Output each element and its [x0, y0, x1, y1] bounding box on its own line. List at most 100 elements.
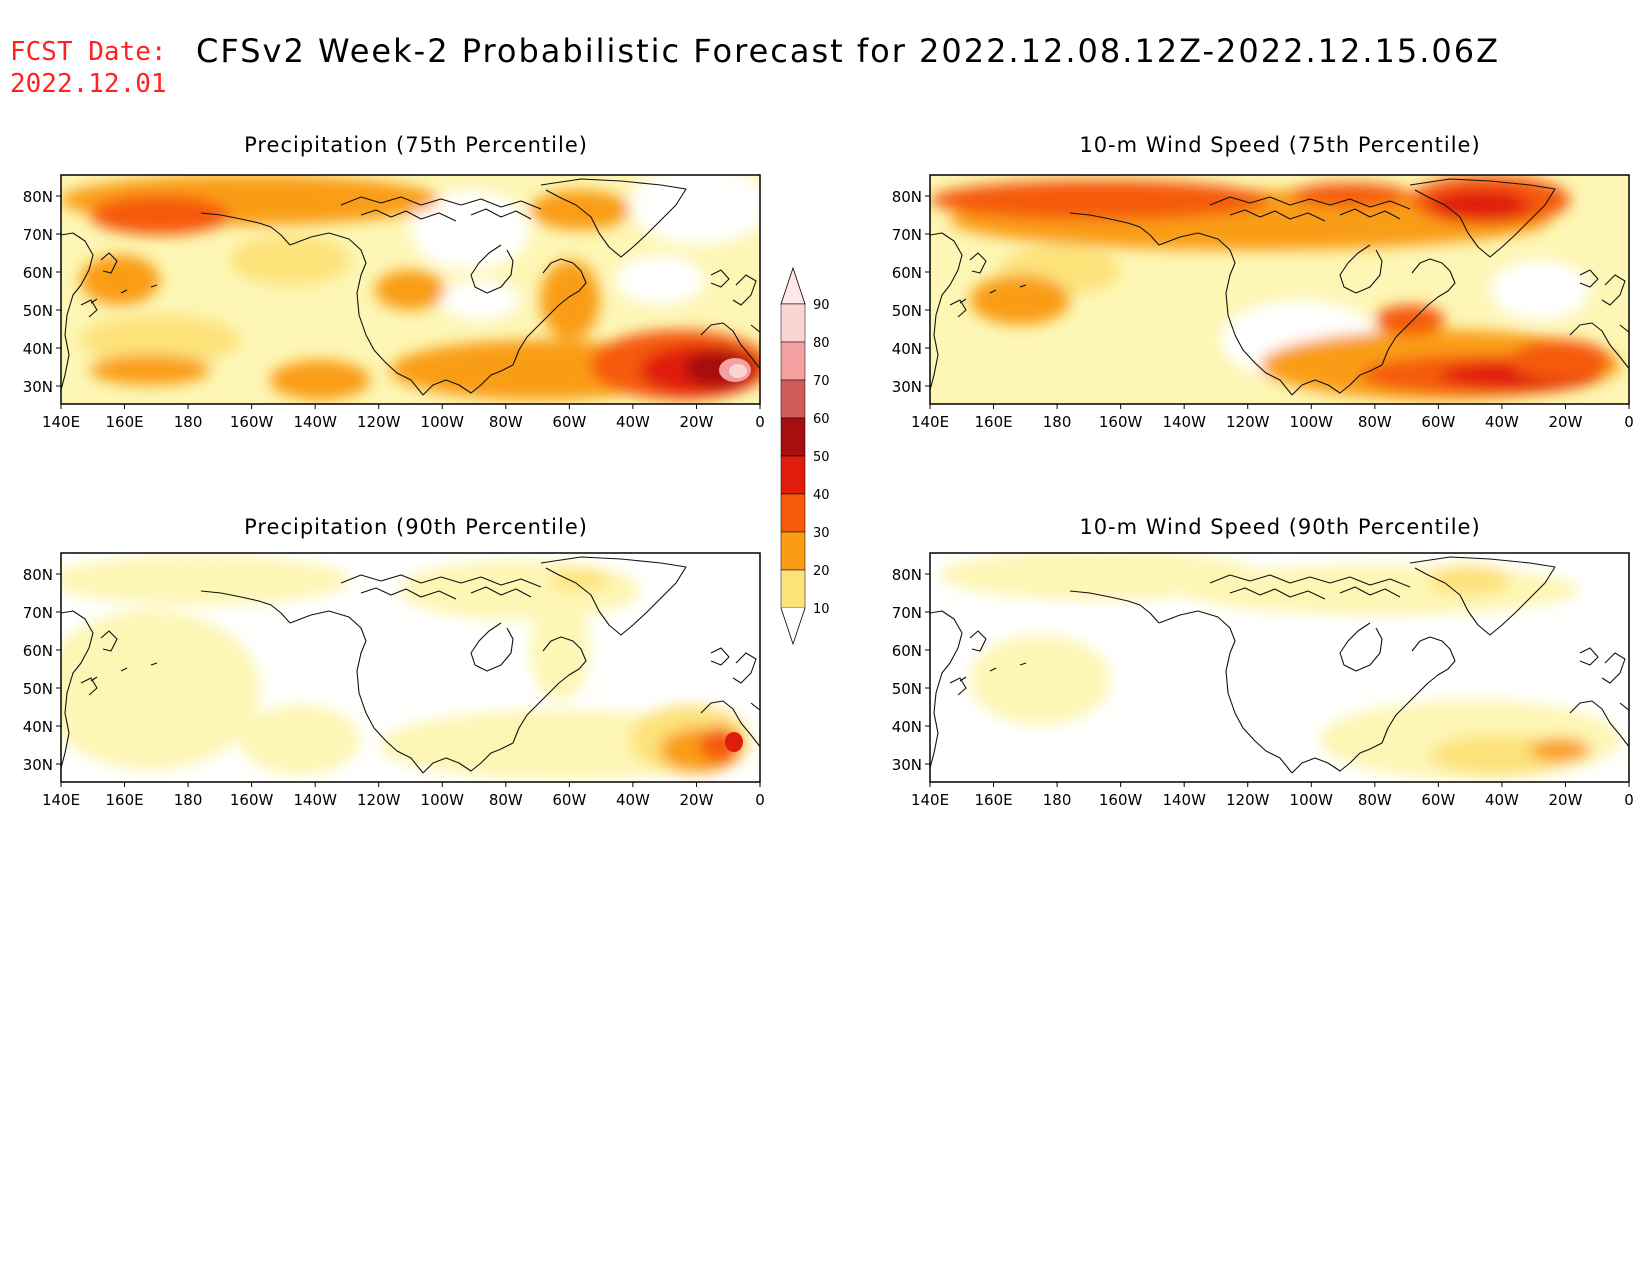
colorbar-tick-label: 40	[813, 488, 830, 503]
lat-tick-label: 80N	[892, 566, 922, 584]
lon-tick-label: 20W	[1548, 413, 1582, 431]
lon-tick-label: 40W	[616, 413, 650, 431]
coastline	[61, 556, 760, 774]
lon-tick-label: 160W	[1099, 413, 1143, 431]
lat-tick-label: 50N	[23, 302, 53, 320]
lon-tick-label: 160E	[105, 791, 143, 809]
lat-tick-label: 40N	[892, 718, 922, 736]
lat-tick-label: 80N	[23, 188, 53, 206]
lon-tick-label: 140W	[1162, 791, 1206, 809]
lon-tick-label: 0	[755, 791, 765, 809]
lat-tick-label: 40N	[23, 340, 53, 358]
lat-tick-label: 30N	[892, 378, 922, 396]
colorbar-tick-label: 70	[813, 374, 830, 389]
colorbar-bin	[780, 493, 806, 533]
lon-tick-label: 60W	[552, 413, 586, 431]
lon-tick-label: 60W	[552, 791, 586, 809]
lat-tick-label: 70N	[23, 604, 53, 622]
lat-tick-label: 30N	[23, 378, 53, 396]
lon-tick-label: 120W	[357, 413, 401, 431]
lat-tick-label: 60N	[23, 264, 53, 282]
lon-tick-label: 140E	[42, 413, 80, 431]
lat-tick-label: 40N	[23, 718, 53, 736]
lat-tick-label: 40N	[892, 340, 922, 358]
lon-tick-label: 160W	[1099, 791, 1143, 809]
colorbar-tick-label: 20	[813, 564, 830, 579]
lon-tick-label: 180	[174, 791, 203, 809]
lat-tick-label: 60N	[892, 642, 922, 660]
lon-tick-label: 80W	[1358, 413, 1392, 431]
lon-tick-label: 180	[1043, 791, 1072, 809]
lon-tick-label: 180	[1043, 413, 1072, 431]
lon-tick-label: 140W	[293, 413, 337, 431]
fcst-date-value: 2022.12.01	[10, 69, 167, 99]
colorbar-tick-label: 50	[813, 450, 830, 465]
colorbar-bin	[780, 379, 806, 419]
lon-tick-label: 140E	[42, 791, 80, 809]
lon-tick-label: 100W	[1290, 413, 1334, 431]
colorbar: 90 80 70 60 50 40 30 20 10	[780, 266, 830, 646]
lon-tick-label: 60W	[1421, 791, 1455, 809]
lon-tick-label: 140W	[293, 791, 337, 809]
lat-tick-label: 30N	[23, 756, 53, 774]
lat-tick-label: 70N	[892, 226, 922, 244]
lat-tick-label: 60N	[23, 642, 53, 660]
lat-tick-label: 50N	[23, 680, 53, 698]
lon-tick-label: 140W	[1162, 413, 1206, 431]
lat-tick-label: 80N	[23, 566, 53, 584]
map-panel-precip75	[60, 174, 761, 405]
forecast-date: FCST Date: 2022.12.01	[10, 36, 167, 100]
coastline	[61, 178, 760, 396]
lat-tick-label: 70N	[892, 604, 922, 622]
colorbar-bin	[780, 455, 806, 495]
lon-tick-label: 0	[1624, 413, 1634, 431]
lat-tick-label: 50N	[892, 680, 922, 698]
lat-tick-label: 60N	[892, 264, 922, 282]
lon-tick-label: 40W	[1485, 791, 1519, 809]
lon-tick-label: 160E	[974, 791, 1012, 809]
colorbar-tick-label: 30	[813, 526, 830, 541]
lon-tick-label: 180	[174, 413, 203, 431]
panel-title-wind90: 10-m Wind Speed (90th Percentile)	[1079, 515, 1480, 539]
panel-title-precip75: Precipitation (75th Percentile)	[244, 133, 588, 157]
map-panel-precip90	[60, 552, 761, 783]
lat-tick-label: 80N	[892, 188, 922, 206]
lon-tick-label: 20W	[1548, 791, 1582, 809]
colorbar-bin	[780, 531, 806, 571]
lon-tick-label: 100W	[1290, 791, 1334, 809]
lon-tick-label: 120W	[1226, 791, 1270, 809]
lon-tick-label: 160E	[105, 413, 143, 431]
colorbar-tick-label: 90	[813, 298, 830, 313]
lon-tick-label: 80W	[1358, 791, 1392, 809]
page-title: CFSv2 Week-2 Probabilistic Forecast for …	[196, 32, 1501, 70]
fcst-date-label: FCST Date:	[10, 37, 167, 67]
lon-tick-label: 100W	[421, 791, 465, 809]
coastline	[930, 178, 1629, 396]
lon-tick-label: 60W	[1421, 413, 1455, 431]
lon-tick-label: 0	[755, 413, 765, 431]
lon-tick-label: 120W	[357, 791, 401, 809]
colorbar-bin	[780, 569, 806, 609]
colorbar-bin	[780, 417, 806, 457]
lon-tick-label: 120W	[1226, 413, 1270, 431]
lon-tick-label: 160W	[230, 791, 274, 809]
lon-tick-label: 160E	[974, 413, 1012, 431]
colorbar-bin	[780, 341, 806, 381]
panel-title-precip90: Precipitation (90th Percentile)	[244, 515, 588, 539]
lon-tick-label: 40W	[616, 791, 650, 809]
lon-tick-label: 20W	[679, 791, 713, 809]
colorbar-tick-label: 80	[813, 336, 830, 351]
lon-tick-label: 100W	[421, 413, 465, 431]
colorbar-tick-label: 10	[813, 602, 830, 617]
map-panel-wind90	[929, 552, 1630, 783]
lat-tick-label: 30N	[892, 756, 922, 774]
panel-title-wind75: 10-m Wind Speed (75th Percentile)	[1079, 133, 1480, 157]
lon-tick-label: 160W	[230, 413, 274, 431]
coastline	[930, 556, 1629, 774]
lat-tick-label: 50N	[892, 302, 922, 320]
lat-tick-label: 70N	[23, 226, 53, 244]
lon-tick-label: 40W	[1485, 413, 1519, 431]
map-panel-wind75	[929, 174, 1630, 405]
colorbar-tick-label: 60	[813, 412, 830, 427]
